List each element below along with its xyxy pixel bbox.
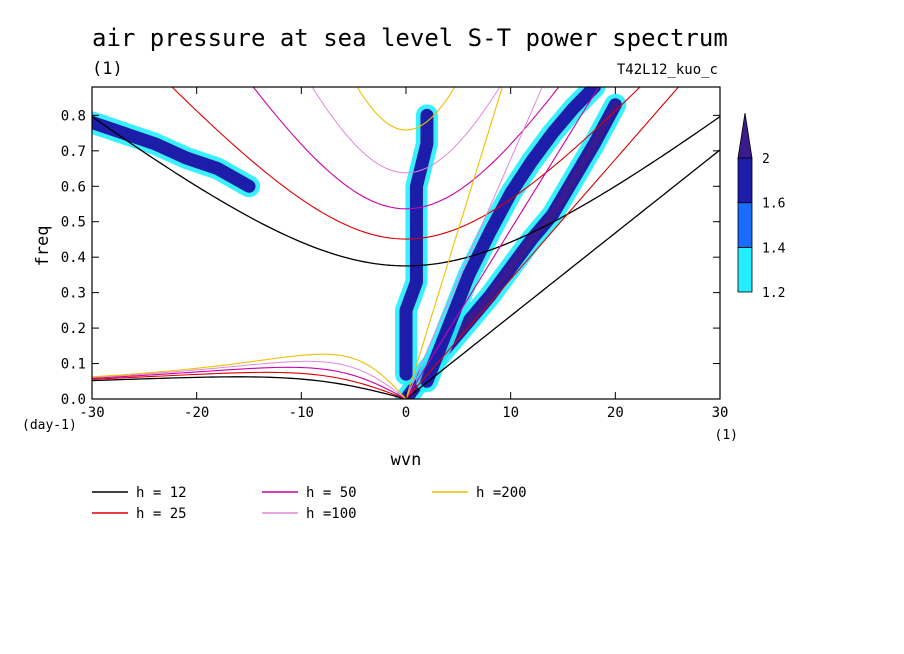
units-label: (1) <box>92 59 123 79</box>
run-label: T42L12_kuo_c <box>617 62 718 78</box>
dispersion-curve-kelvin <box>405 87 503 399</box>
dispersion-curve-rossby <box>92 376 407 399</box>
y-tick-label: 0.6 <box>61 179 86 195</box>
colorbar-label: 1.6 <box>762 197 785 212</box>
y-tick-label: 0.2 <box>61 321 86 337</box>
axis-ticks: -30 -20 -10 0 10 20 30 0.0 0.1 0.2 0.3 0.4 0.5 0.6 0.7… <box>61 87 729 421</box>
y-tick-label: 0.1 <box>61 357 86 373</box>
y-tick-label: 0.4 <box>61 250 86 266</box>
dispersion-curve-inertio-gravity <box>171 87 641 240</box>
colorbar: 1.2 1.4 1.6 2 <box>737 112 786 301</box>
x-tick-label: -10 <box>289 405 314 421</box>
legend-label: h =200 <box>476 485 527 501</box>
x-tick-label: 10 <box>502 405 519 421</box>
colorbar-extend-arrow <box>737 112 753 159</box>
dispersion-curve-kelvin <box>405 87 543 399</box>
colorbar-label: 1.4 <box>762 241 786 256</box>
x-tick-label: -30 <box>79 405 104 421</box>
colorbar-swatch <box>737 202 753 248</box>
dispersion-curve-rossby <box>92 371 407 399</box>
dispersion-curve-inertio-gravity <box>311 87 501 174</box>
y-tick-label: 0.7 <box>61 144 86 160</box>
dispersion-curve-kelvin <box>405 87 600 399</box>
x-unit-label: (1) <box>715 428 738 443</box>
dispersion-curve-inertio-gravity <box>356 87 456 131</box>
x-tick-label: 0 <box>402 405 410 421</box>
dispersion-curve-inertio-gravity <box>252 87 560 210</box>
y-tick-label: 0.0 <box>61 392 86 408</box>
x-tick-label: 30 <box>712 405 729 421</box>
shaded-region-core <box>402 111 431 378</box>
dispersion-curve-rossby <box>92 366 407 399</box>
shaded-region-core <box>423 87 598 385</box>
colorbar-label: 1.2 <box>762 286 785 301</box>
dispersion-curve-kelvin <box>405 149 720 399</box>
plot-area: -30 -20 -10 0 10 20 30 0.0 0.1 0.2 0.3 0.4 0.5 0.6 0.7… <box>61 86 729 421</box>
dispersion-curve-rossby <box>92 353 407 399</box>
chart-title: air pressure at sea level S-T power spec… <box>92 24 728 52</box>
legend-label: h = 25 <box>136 506 187 522</box>
dispersion-curve-kelvin <box>405 87 680 399</box>
legend: h = 12 h = 25 h = 50 h =100 h =200 <box>92 485 527 522</box>
y-axis-label: freq <box>33 226 53 267</box>
dispersion-curve-inertio-gravity <box>92 116 720 267</box>
colorbar-swatch <box>737 246 753 293</box>
x-axis-label: wvn <box>391 450 422 470</box>
y-tick-label: 0.5 <box>61 215 86 231</box>
legend-label: h = 12 <box>136 485 187 501</box>
y-tick-label: 0.8 <box>61 108 86 124</box>
x-tick-label: 20 <box>607 405 624 421</box>
y-tick-label: 0.3 <box>61 286 86 302</box>
dispersion-curve-rossby <box>92 360 407 399</box>
dispersion-curves <box>92 87 720 399</box>
legend-label: h = 50 <box>306 485 357 501</box>
power-shading <box>92 87 627 399</box>
legend-label: h =100 <box>306 506 357 522</box>
colorbar-swatch <box>737 157 753 204</box>
shaded-region-core <box>92 118 253 190</box>
colorbar-label: 2 <box>762 152 770 167</box>
y-unit-label: (day-1) <box>22 418 77 433</box>
x-tick-label: -20 <box>184 405 209 421</box>
